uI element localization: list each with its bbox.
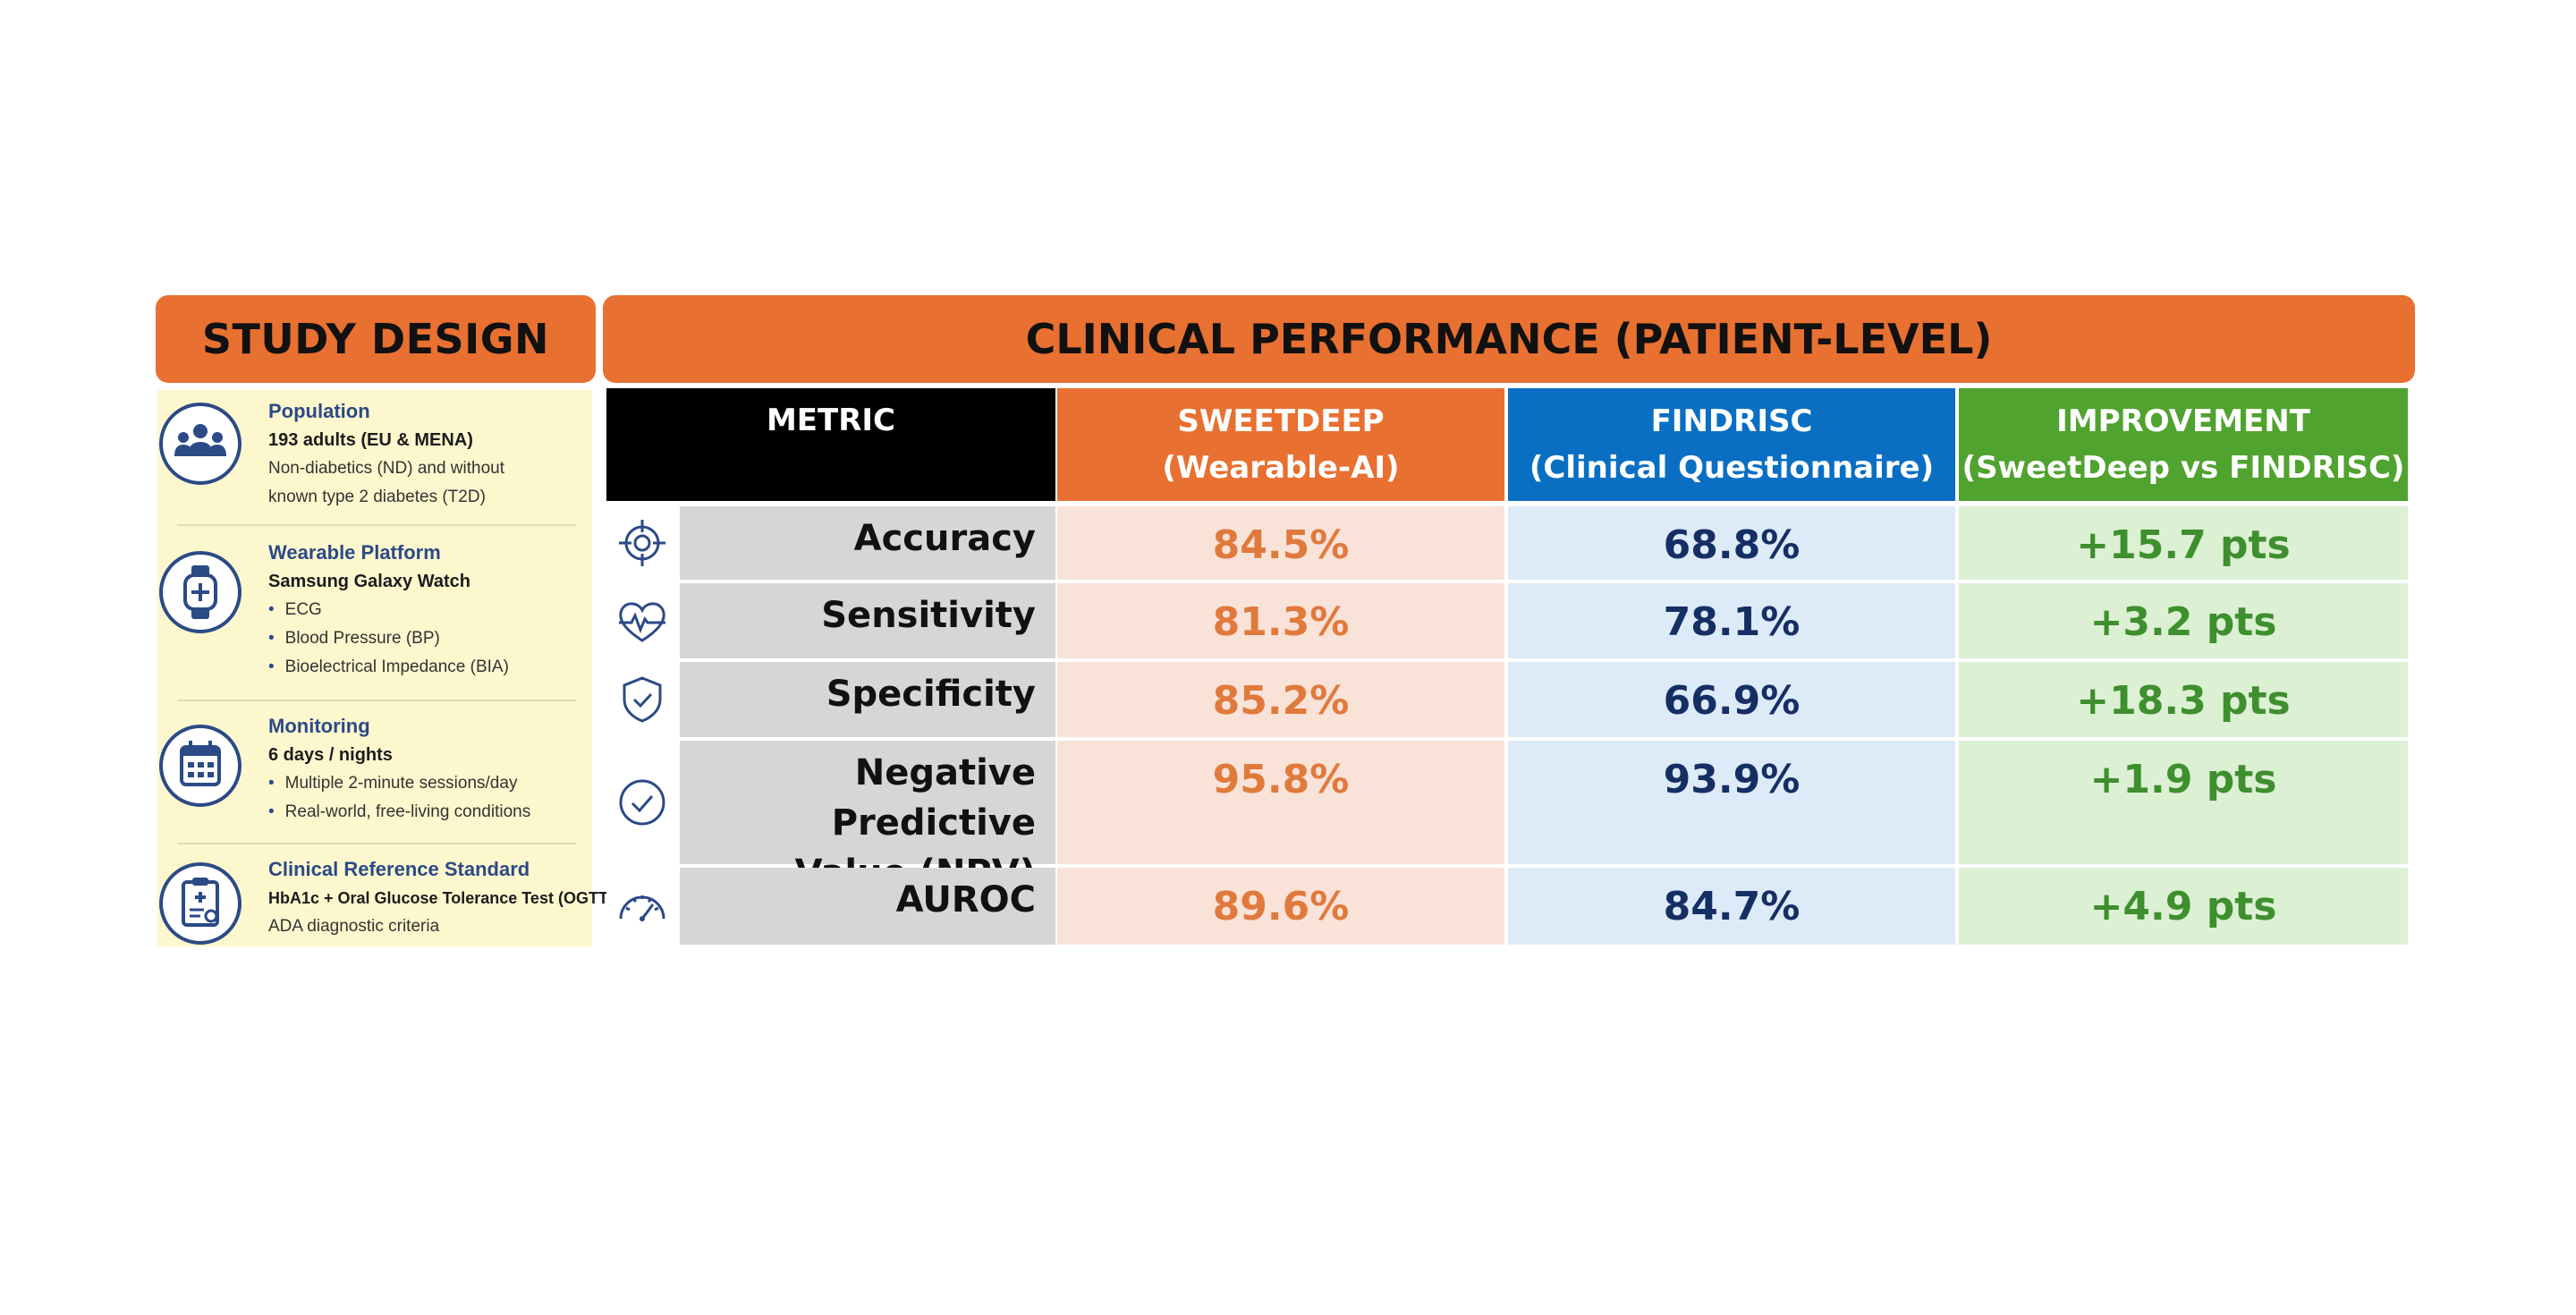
reference-line: ADA diagnostic criteria (268, 917, 440, 936)
sweetdeep-value: 81.3% (1057, 583, 1504, 658)
column-header-label: SWEETDEEP (1177, 403, 1385, 439)
population-line: known type 2 diabetes (T2D) (268, 488, 486, 506)
population-count: 193 adults (EU & MENA) (268, 430, 473, 450)
value-text: 78.1% (1663, 599, 1801, 645)
study-design-header: STUDY DESIGN (156, 295, 596, 383)
findrisc-value: 93.9% (1508, 741, 1955, 864)
wearable-device: Samsung Galaxy Watch (268, 572, 470, 591)
divider (177, 700, 576, 701)
value-text: 95.8% (1212, 757, 1350, 802)
study-item-monitoring: Monitoring 6 days / nights Multiple 2-mi… (157, 712, 592, 846)
value-text: 93.9% (1663, 757, 1801, 802)
column-header-label: METRIC (766, 403, 896, 438)
findrisc-value: 84.7% (1508, 868, 1955, 945)
findrisc-value: 78.1% (1508, 583, 1955, 658)
wearable-title: Wearable Platform (268, 541, 441, 564)
smartwatch-icon (157, 549, 243, 635)
metric-label: Specificity (680, 662, 1055, 737)
value-text: 84.7% (1663, 884, 1801, 929)
study-item-population: Population 193 adults (EU & MENA) Non-di… (157, 397, 592, 531)
wearable-bullet: Bioelectrical Impedance (BIA) (268, 653, 592, 682)
sweetdeep-value: 85.2% (1057, 662, 1504, 737)
value-text: +4.9 pts (2089, 884, 2277, 929)
metric-label-line: AUROC (895, 879, 1036, 920)
shield-check-icon (606, 662, 678, 737)
column-header-findrisc: FINDRISC (Clinical Questionnaire) (1508, 388, 1955, 501)
value-text: 68.8% (1663, 522, 1801, 568)
value-text: +18.3 pts (2076, 678, 2291, 724)
improvement-value: +3.2 pts (1959, 583, 2408, 658)
metric-label: AUROC (680, 868, 1055, 945)
value-text: +3.2 pts (2089, 599, 2277, 645)
people-icon (157, 401, 243, 487)
population-line: Non-diabetics (ND) and without (268, 459, 505, 478)
monitoring-bullet: Multiple 2-minute sessions/day (268, 769, 592, 798)
metric-label-line: Accuracy (853, 518, 1036, 559)
clinical-performance-header: CLINICAL PERFORMANCE (PATIENT-LEVEL) (603, 295, 2415, 383)
monitoring-bullet: Real-world, free-living conditions (268, 798, 592, 827)
column-header-sublabel: (SweetDeep vs FINDRISC) (1962, 450, 2405, 486)
column-header-metric: METRIC (606, 388, 1055, 501)
value-text: +1.9 pts (2089, 757, 2277, 802)
metric-label-line: Negative Predictive (831, 752, 1036, 844)
clipboard-icon (157, 861, 243, 946)
value-text: 89.6% (1212, 884, 1350, 929)
value-text: 85.2% (1212, 678, 1350, 724)
value-text: +15.7 pts (2076, 522, 2291, 568)
improvement-value: +4.9 pts (1959, 868, 2408, 945)
column-header-sublabel: (Clinical Questionnaire) (1529, 450, 1935, 486)
target-icon (606, 506, 678, 580)
study-item-reference: Clinical Reference Standard HbA1c + Oral… (157, 855, 614, 946)
study-design-panel: Population 193 adults (EU & MENA) Non-di… (157, 390, 614, 946)
metric-label: Negative Predictive Value (NPV) (680, 741, 1055, 894)
improvement-value: +1.9 pts (1959, 741, 2408, 864)
metric-label-line: Specificity (826, 674, 1036, 715)
divider (177, 843, 576, 844)
value-text: 84.5% (1212, 522, 1350, 568)
sweetdeep-value: 84.5% (1057, 506, 1504, 580)
column-header-sublabel: (Wearable-AI) (1162, 450, 1400, 486)
improvement-value: +18.3 pts (1959, 662, 2408, 737)
column-header-sweetdeep: SWEETDEEP (Wearable-AI) (1057, 388, 1504, 501)
value-text: 66.9% (1663, 678, 1801, 724)
population-title: Population (268, 400, 370, 422)
check-circle-icon (606, 741, 678, 864)
metric-label-line: Sensitivity (821, 595, 1036, 636)
improvement-value: +15.7 pts (1959, 506, 2408, 580)
column-header-label: FINDRISC (1650, 403, 1813, 439)
column-header-label: IMPROVEMENT (2056, 403, 2310, 439)
gauge-icon (606, 868, 678, 945)
reference-title: Clinical Reference Standard (268, 858, 530, 880)
findrisc-value: 68.8% (1508, 506, 1955, 580)
monitoring-title: Monitoring (268, 715, 370, 737)
sweetdeep-value: 89.6% (1057, 868, 1504, 945)
metric-label: Accuracy (680, 506, 1055, 580)
metric-label: Sensitivity (680, 583, 1055, 658)
monitoring-duration: 6 days / nights (268, 745, 393, 765)
column-header-improvement: IMPROVEMENT (SweetDeep vs FINDRISC) (1959, 388, 2408, 501)
findrisc-value: 66.9% (1508, 662, 1955, 737)
calendar-icon (157, 723, 243, 809)
study-item-wearable: Wearable Platform Samsung Galaxy Watch E… (157, 539, 592, 700)
wearable-bullet: Blood Pressure (BP) (268, 624, 592, 653)
sweetdeep-value: 95.8% (1057, 741, 1504, 864)
wearable-bullet: ECG (268, 596, 592, 624)
heart-pulse-icon (606, 583, 678, 658)
reference-tests: HbA1c + Oral Glucose Tolerance Test (OGT… (268, 889, 614, 907)
divider (177, 524, 576, 526)
value-text: 81.3% (1212, 599, 1350, 645)
